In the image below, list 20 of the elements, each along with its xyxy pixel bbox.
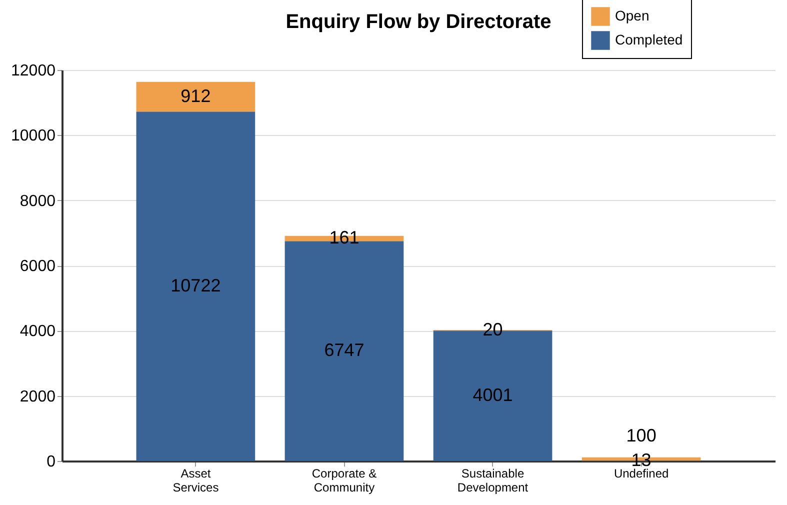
- data-label: 10722: [170, 275, 221, 296]
- y-tick-label: 12000: [11, 62, 56, 80]
- bar: [136, 82, 256, 112]
- data-label: 4001: [472, 384, 513, 405]
- legend-label: Completed: [615, 32, 683, 48]
- y-tick-label: 4000: [20, 323, 56, 340]
- y-tick-label: 10000: [11, 128, 56, 145]
- data-label: 912: [180, 86, 211, 106]
- data-label: 6747: [324, 340, 364, 360]
- x-tick-label: Asset Services: [172, 466, 219, 494]
- y-tick-label: 0: [46, 454, 56, 470]
- legend-label: Open: [615, 8, 650, 24]
- y-tick-label: 6000: [20, 258, 56, 275]
- x-tick-label: Sustainable Development: [457, 466, 529, 494]
- x-tick-label: Corporate & Community: [312, 466, 377, 494]
- chart-title: Enquiry Flow by Directorate: [286, 11, 552, 33]
- y-tick-label: 2000: [20, 388, 56, 406]
- data-label: 100: [626, 425, 656, 446]
- y-tick-label: 8000: [20, 192, 56, 210]
- bar: [136, 112, 256, 461]
